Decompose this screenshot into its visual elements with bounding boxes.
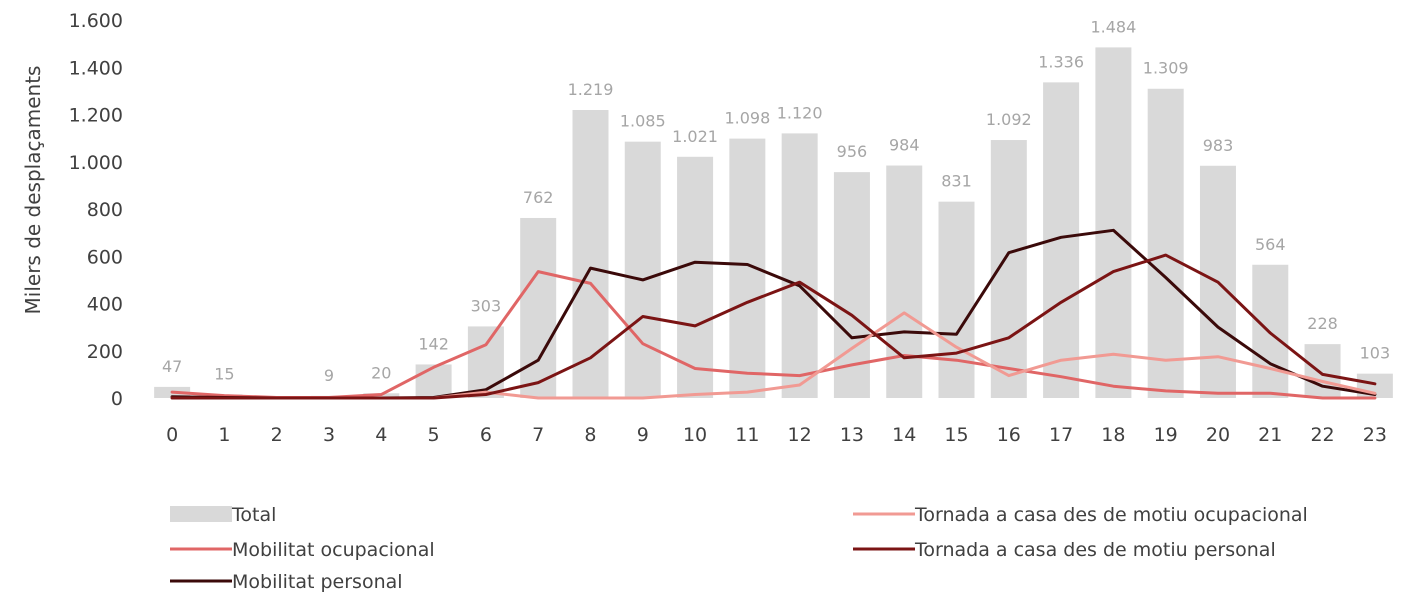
legend-swatch [170,506,232,522]
y-axis-title: Milers de desplaçaments [21,66,45,315]
x-tick-label: 21 [1258,424,1282,446]
x-tick-label: 16 [997,424,1021,446]
bar-data-label: 47 [162,357,182,376]
x-tick-label: 1 [218,424,230,446]
bar [1147,88,1184,398]
bars [154,47,1393,399]
x-tick-label: 15 [944,424,968,446]
bar-data-label: 1.120 [777,103,823,122]
legend-label: Mobilitat ocupacional [232,539,435,561]
bar [1095,47,1132,398]
y-tick-label: 800 [87,199,123,221]
legend: Total Tornada a casa des de motiu ocupaci… [170,504,1308,593]
bar-data-label: 15 [214,364,234,383]
x-tick-label: 22 [1310,424,1334,446]
bar-data-label: 983 [1203,136,1234,155]
x-tick-label: 2 [271,424,283,446]
bar-data-label: 1.484 [1090,17,1136,36]
legend-label: Mobilitat personal [232,571,403,593]
x-tick-label: 11 [735,424,759,446]
x-tick-label: 10 [683,424,707,446]
y-tick-label: 600 [87,246,123,268]
bar [415,364,452,398]
bar-data-label: 956 [837,142,868,161]
series-line [170,270,1377,400]
bar-data-label: 228 [1307,314,1338,333]
bar-data-label: 564 [1255,235,1286,254]
bar [781,133,818,398]
y-tick-label: 200 [87,341,123,363]
bar-data-label: 1.092 [986,110,1032,129]
bar-data-label: 1.098 [724,109,770,128]
bar-data-label: 762 [523,188,554,207]
bar [833,172,870,398]
y-tick-label: 400 [87,294,123,316]
x-tick-label: 0 [166,424,178,446]
bar-data-labels: 47 15 9 20 142 303 762 1.219 1.085 1.021 1.098 1.12… [162,17,1390,384]
legend-label: Tornada a casa des de motiu personal [914,539,1276,561]
bar [572,110,609,398]
x-tick-label: 19 [1154,424,1178,446]
y-tick-label: 1.400 [69,57,123,79]
y-tick-label: 0 [111,388,123,410]
x-tick-label: 7 [532,424,544,446]
bar-data-label: 1.085 [620,112,666,131]
bar-data-label: 1.021 [672,127,718,146]
x-tick-label: 6 [480,424,492,446]
x-axis-ticks: 0 1 2 3 4 5 6 7 8 9 10 11 12 13 14 15 16 17 18 19 20 21 22 23 [166,424,1387,446]
x-tick-label: 3 [323,424,335,446]
bar [1304,344,1341,398]
bar [990,140,1027,398]
series-line [170,311,1377,400]
x-tick-label: 4 [375,424,387,446]
series-line [170,228,1377,400]
bar-data-label: 103 [1360,344,1391,363]
x-tick-label: 18 [1101,424,1125,446]
bar-data-label: 1.219 [568,80,614,99]
bar-data-label: 831 [941,172,972,191]
bar-data-label: 303 [471,296,502,315]
bar [886,165,923,398]
x-tick-label: 5 [428,424,440,446]
x-tick-label: 23 [1363,424,1387,446]
legend-label: Tornada a casa des de motiu ocupacional [914,504,1308,526]
x-tick-label: 13 [840,424,864,446]
series-line [170,253,1377,400]
y-tick-label: 1.600 [69,10,123,32]
y-axis-ticks: 0 200 400 600 800 1.000 1.200 1.400 1.600 [69,10,123,410]
x-tick-label: 12 [788,424,812,446]
x-tick-label: 20 [1206,424,1230,446]
bar-data-label: 984 [889,136,920,155]
bar-data-label: 142 [418,334,449,353]
x-tick-label: 9 [637,424,649,446]
x-tick-label: 8 [584,424,596,446]
bar-data-label: 20 [371,363,391,382]
x-tick-label: 14 [892,424,916,446]
bar [520,217,557,398]
bar [938,201,975,398]
y-tick-label: 1.000 [69,152,123,174]
bar-data-label: 1.309 [1143,59,1189,78]
y-axis-label: Milers de desplaçaments [21,66,45,315]
x-tick-label: 17 [1049,424,1073,446]
series-lines [170,228,1377,400]
bar [677,156,714,398]
bar-data-label: 1.336 [1038,52,1084,71]
bar-data-label: 9 [324,366,334,385]
legend-label: Total [231,504,276,526]
bar [467,326,504,398]
bar [624,141,661,398]
y-tick-label: 1.200 [69,105,123,127]
